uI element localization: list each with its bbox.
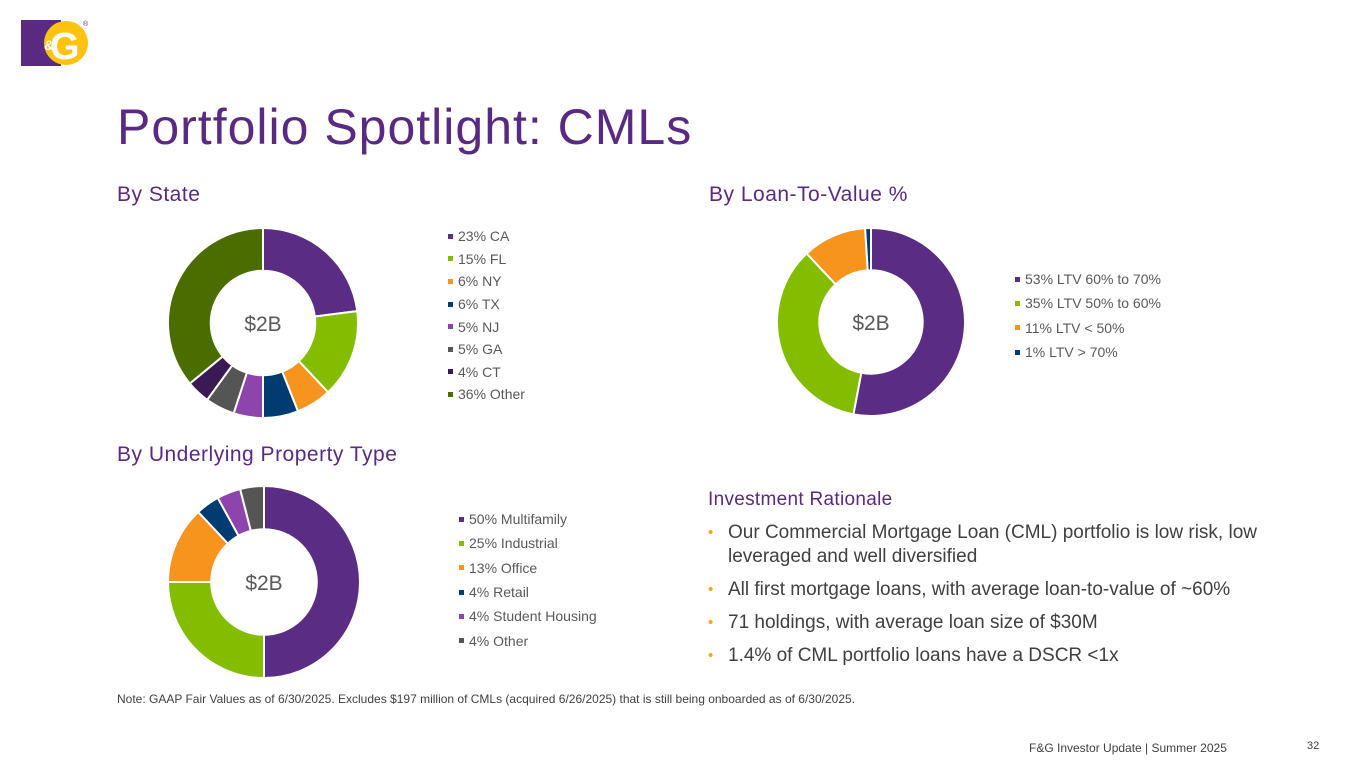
legend-item: 23% CA [448,225,525,248]
section-title-state: By State [117,183,201,206]
rationale-bullet: • Our Commercial Mortgage Loan (CML) port… [708,521,1268,569]
legend-item: 6% NY [448,270,525,293]
legend-swatch [459,516,464,522]
logo-g-circle [44,21,88,65]
legend-label: 6% NY [458,273,502,290]
rationale-bullet-text: 1.4% of CML portfolio loans have a DSCR … [728,645,1119,666]
page-number: 32 [1307,740,1320,752]
donut-center-label: $2B [852,312,889,335]
legend-item: 5% GA [448,338,525,361]
investment-rationale-list: • Our Commercial Mortgage Loan (CML) port… [708,521,1268,677]
legend-swatch [448,233,453,239]
legend-label: 15% FL [458,250,507,267]
legend-label: 50% Multifamily [469,511,568,528]
bullet-dot: • [708,647,714,664]
legend-label: 4% Other [469,632,529,649]
property-legend: 50% Multifamily 25% Industrial 13% Office 4… [459,507,597,653]
legend-swatch [459,589,464,595]
legend-label: 5% GA [458,341,503,358]
legend-item: 6% TX [448,293,525,316]
donut-slice [263,485,361,679]
legend-item: 11% LTV < 50% [1015,316,1161,340]
donut-slice [262,227,359,318]
legend-item: 4% CT [448,361,525,384]
legend-item: 36% Other [448,383,525,406]
legend-item: 50% Multifamily [459,507,597,531]
legend-item: 35% LTV 50% to 60% [1015,291,1161,315]
logo-reg-mark: ® [83,20,89,28]
legend-label: 11% LTV < 50% [1025,319,1125,336]
property-donut-chart: $2B [167,485,361,679]
legend-swatch [448,301,453,307]
donut-center-label: $2B [244,313,281,336]
donut-slice [238,485,265,533]
legend-item: 5% NJ [448,315,525,338]
ltv-legend: 53% LTV 60% to 70% 35% LTV 50% to 60% 11% … [1015,267,1161,364]
legend-swatch [448,346,453,352]
donut-center-label: $2B [245,572,282,595]
legend-item: 13% Office [459,556,597,580]
legend-swatch [448,256,453,262]
legend-swatch [448,324,453,330]
section-title-ltv: By Loan-To-Value % [709,183,908,206]
legend-label: 4% Student Housing [469,608,597,625]
donut-slice [776,252,863,416]
legend-swatch [448,391,453,397]
donut-slice [864,227,872,272]
rationale-bullet: • All first mortgage loans, with average … [708,578,1268,602]
legend-swatch [448,369,453,375]
legend-item: 25% Industrial [459,531,597,555]
investment-rationale-title: Investment Rationale [708,489,893,510]
legend-swatch [1015,349,1020,355]
legend-label: 13% Office [469,559,538,576]
legend-swatch [1015,276,1020,282]
legend-swatch [459,565,464,571]
rationale-bullet-text: All first mortgage loans, with average l… [728,579,1231,600]
legend-label: 5% NJ [458,318,500,335]
footnote: Note: GAAP Fair Values as of 6/30/2025. … [117,692,855,706]
rationale-bullet-text: 71 holdings, with average loan size of $… [728,612,1098,633]
legend-label: 23% CA [458,228,510,245]
legend-label: 1% LTV > 70% [1025,344,1118,361]
ltv-donut-chart: $2B [776,227,966,417]
legend-swatch [448,278,453,284]
rationale-bullet: • 71 holdings, with average loan size of … [708,611,1268,635]
logo-g: G [50,26,80,68]
legend-swatch [459,540,464,546]
footer-text: F&G Investor Update | Summer 2025 [1029,741,1227,755]
legend-item: 1% LTV > 70% [1015,340,1161,364]
legend-swatch [459,638,464,644]
state-donut-chart: $2B [167,227,359,419]
legend-swatch [1015,300,1020,306]
rationale-bullet: • 1.4% of CML portfolio loans have a DSCR… [708,644,1268,668]
legend-swatch [459,613,464,619]
state-legend: 23% CA 15% FL 6% NY 6% TX 5% NJ 5% GA 4% CT 36%… [448,225,525,406]
legend-item: 15% FL [448,248,525,271]
legend-label: 36% Other [458,386,525,403]
bullet-dot: • [708,581,714,598]
donut-slice [167,227,264,385]
legend-label: 35% LTV 50% to 60% [1025,295,1161,312]
donut-slice [167,581,265,679]
bullet-dot: • [708,614,714,631]
bullet-dot: • [708,524,714,541]
legend-item: 4% Retail [459,580,597,604]
section-title-property: By Underlying Property Type [117,443,398,466]
legend-item: 4% Student Housing [459,604,597,628]
legend-item: 53% LTV 60% to 70% [1015,267,1161,291]
legend-label: 4% CT [458,363,501,380]
fg-logo: F G & ® [21,20,89,68]
legend-label: 6% TX [458,296,500,313]
logo-amp: & [44,37,54,53]
legend-label: 53% LTV 60% to 70% [1025,271,1161,288]
legend-swatch [1015,325,1020,331]
legend-label: 25% Industrial [469,535,558,552]
legend-item: 4% Other [459,628,597,652]
legend-label: 4% Retail [469,584,529,601]
page-title: Portfolio Spotlight: CMLs [117,99,693,155]
rationale-bullet-text: Our Commercial Mortgage Loan (CML) portf… [728,522,1257,567]
donut-slice [852,227,966,417]
